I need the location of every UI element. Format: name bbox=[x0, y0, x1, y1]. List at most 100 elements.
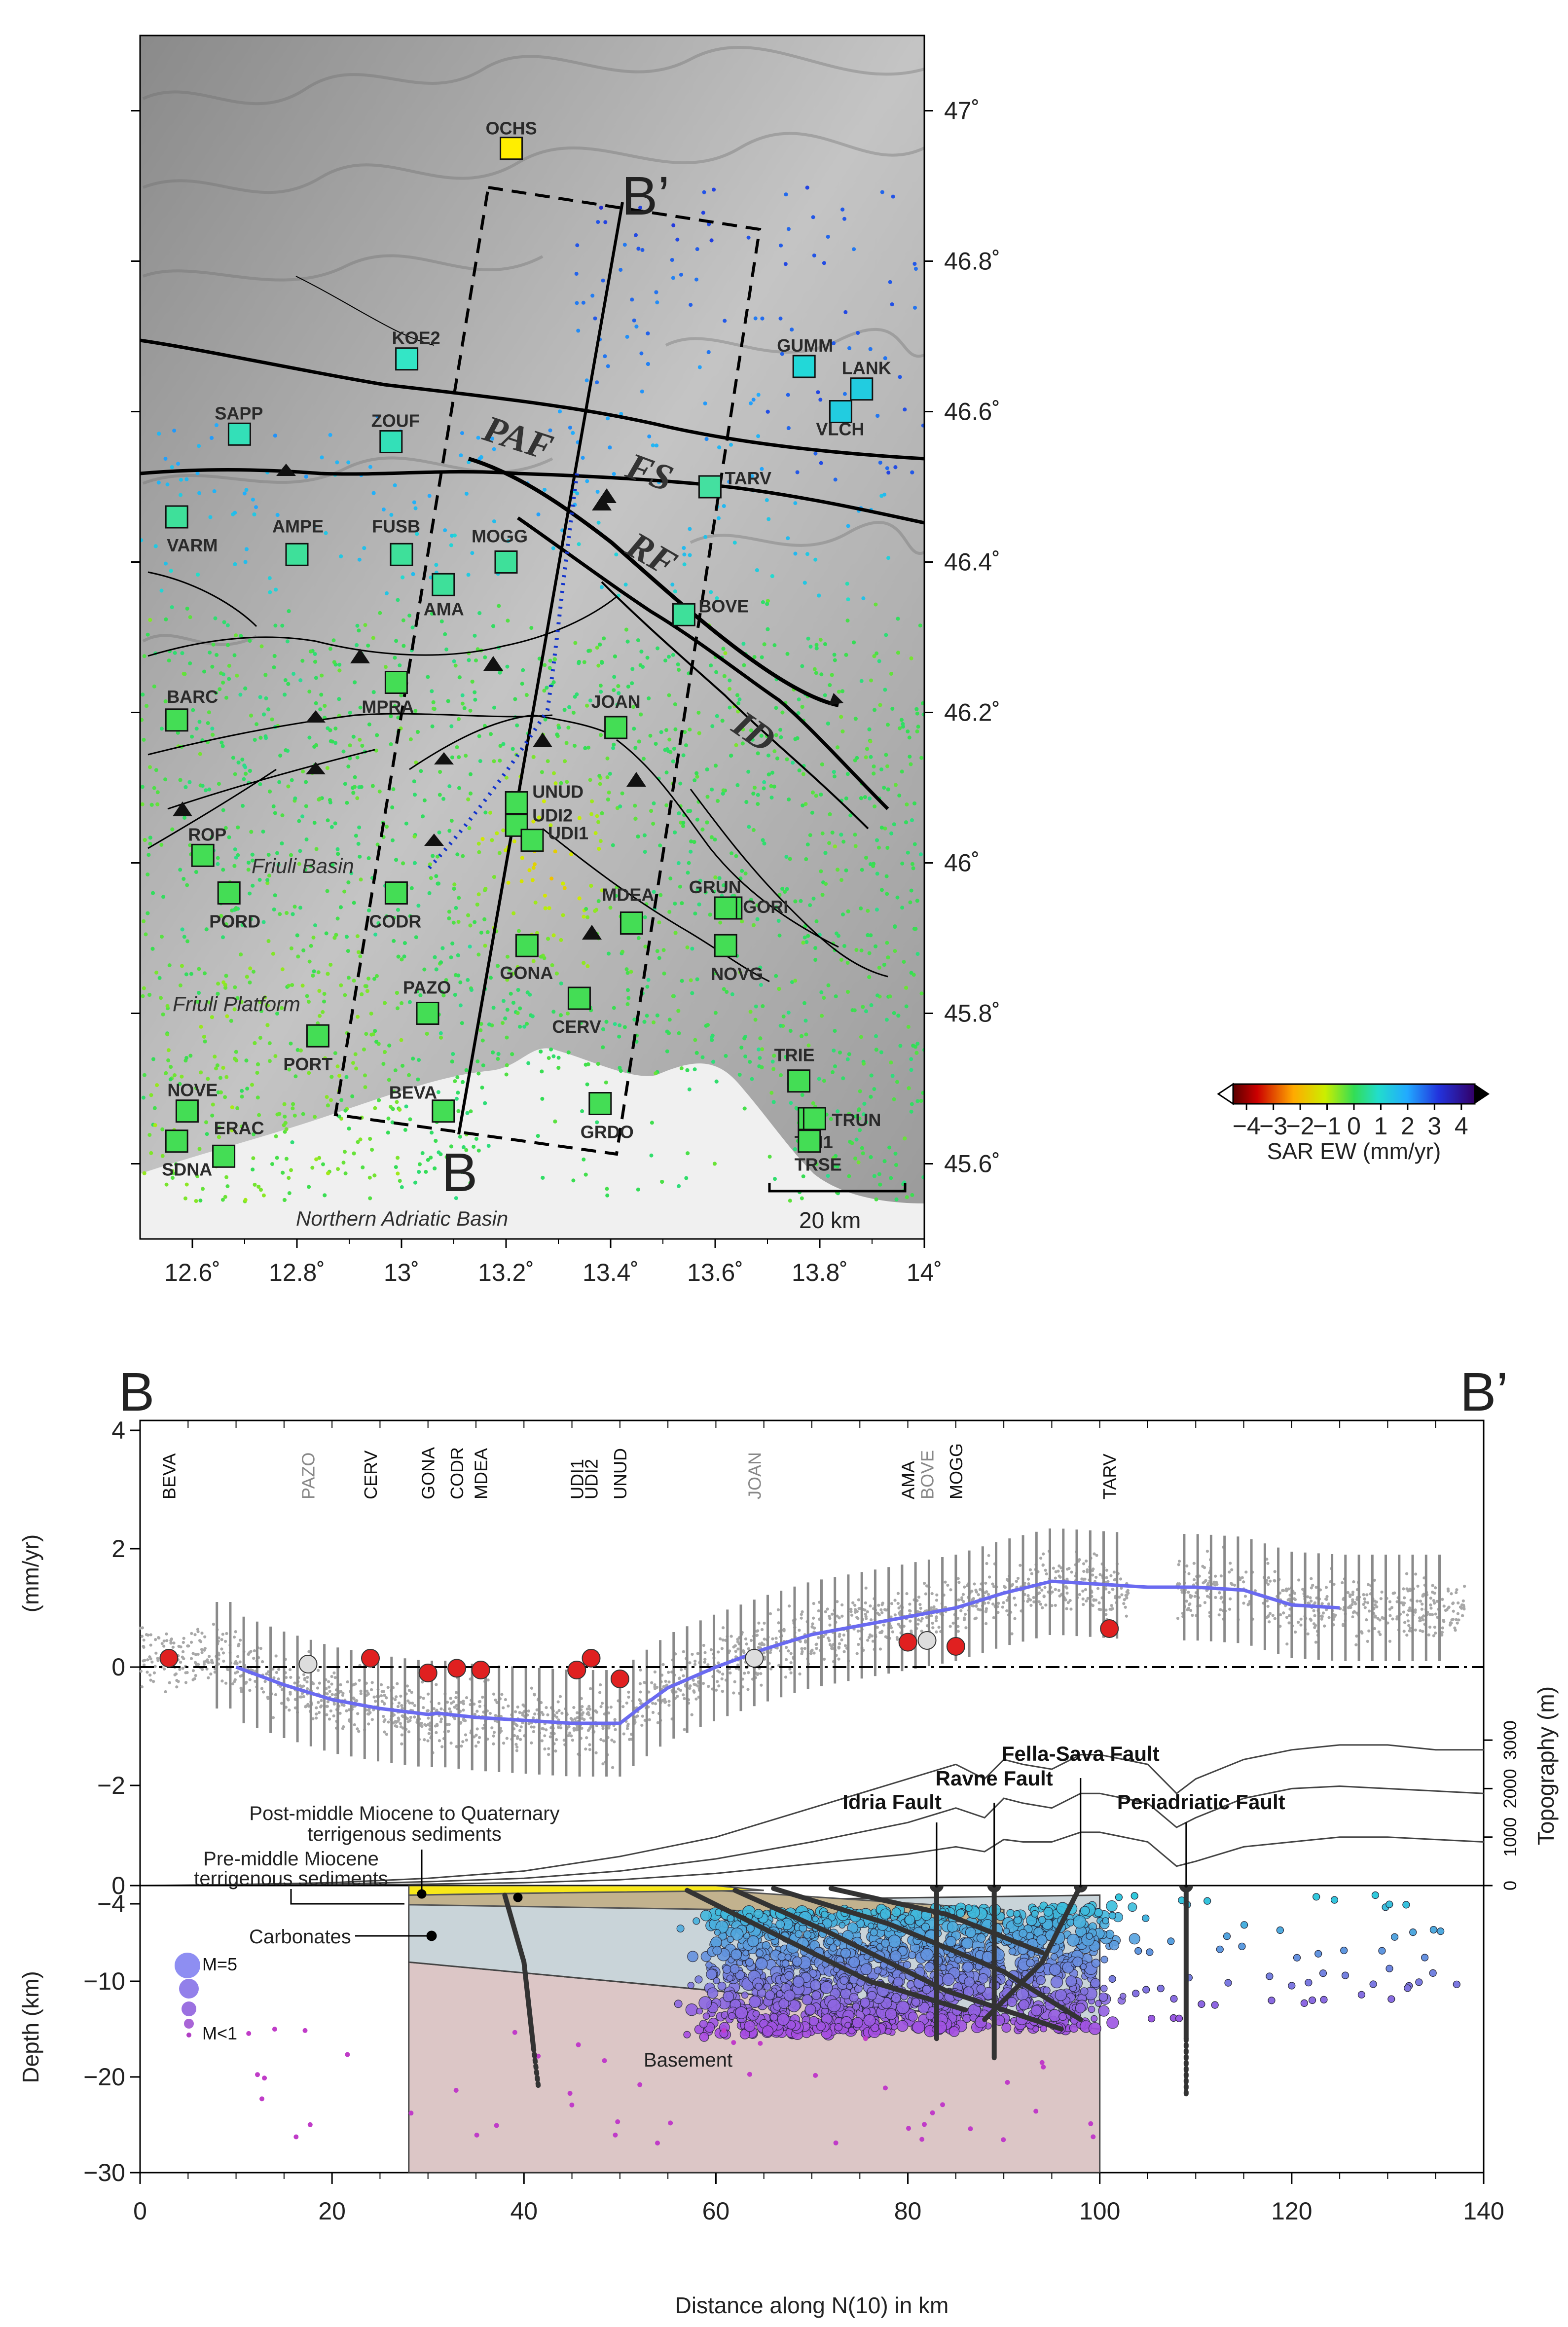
colorbar-ticks: −4−3−2−1 0 1 2 3 4 bbox=[1233, 1104, 1468, 1140]
sar-point bbox=[439, 1035, 443, 1040]
sar-point bbox=[223, 982, 227, 987]
sar-point bbox=[551, 1054, 556, 1058]
sar-point bbox=[473, 697, 477, 702]
sar-point bbox=[243, 1198, 248, 1202]
sar-point bbox=[251, 1156, 255, 1161]
station-marker-barc bbox=[165, 708, 188, 732]
sar-point bbox=[258, 695, 262, 699]
sar-point bbox=[348, 711, 352, 715]
sar-point bbox=[283, 692, 287, 697]
sar-point bbox=[668, 876, 673, 881]
sar-point bbox=[420, 1151, 425, 1155]
station-marker-rop bbox=[191, 843, 215, 867]
sar-point bbox=[207, 710, 211, 715]
sar-point bbox=[412, 500, 416, 505]
sar-point bbox=[352, 979, 356, 983]
sar-point bbox=[460, 1021, 464, 1025]
station-marker-port bbox=[306, 1024, 329, 1048]
sar-point bbox=[861, 596, 866, 601]
sar-point bbox=[353, 775, 357, 779]
sar-point bbox=[304, 780, 308, 784]
sar-point bbox=[155, 802, 160, 806]
sar-point bbox=[444, 647, 449, 652]
sar-point bbox=[748, 1010, 753, 1014]
sar-point bbox=[867, 951, 872, 955]
colorbar-tick-label: −2 bbox=[1286, 1112, 1314, 1140]
sar-point bbox=[650, 1121, 654, 1125]
sar-point bbox=[605, 1193, 610, 1198]
sar-point bbox=[270, 1162, 274, 1166]
sar-point bbox=[330, 863, 335, 867]
sar-point bbox=[703, 535, 708, 539]
sar-point bbox=[343, 782, 347, 786]
sar-point bbox=[220, 1198, 225, 1202]
sar-point bbox=[913, 305, 917, 310]
sar-point bbox=[261, 1193, 266, 1198]
sar-point bbox=[686, 809, 691, 813]
station-label-joan: JOAN bbox=[591, 691, 641, 712]
sar-point bbox=[511, 747, 515, 751]
sar-point bbox=[778, 316, 783, 321]
sar-point bbox=[599, 585, 604, 589]
station-marker-fusb bbox=[390, 543, 413, 566]
sar-point bbox=[593, 909, 597, 913]
sar-point bbox=[910, 1193, 914, 1197]
sar-point bbox=[740, 869, 744, 873]
sar-point bbox=[724, 1054, 728, 1058]
sar-point bbox=[536, 512, 541, 516]
sar-point bbox=[348, 756, 352, 761]
sar-point bbox=[244, 1058, 249, 1063]
sar-point bbox=[383, 1001, 387, 1005]
sar-point bbox=[721, 647, 726, 651]
sar-point bbox=[215, 1063, 219, 1067]
sar-point bbox=[381, 1062, 386, 1066]
sar-point bbox=[524, 693, 529, 697]
sar-point bbox=[346, 976, 351, 980]
sar-point bbox=[289, 1041, 293, 1046]
sar-point bbox=[422, 967, 427, 972]
sar-point bbox=[387, 1043, 392, 1048]
sar-point bbox=[823, 851, 828, 855]
sar-point bbox=[853, 717, 858, 721]
sar-point bbox=[460, 693, 465, 697]
station-marker-novg bbox=[714, 934, 737, 957]
sar-point bbox=[828, 812, 832, 816]
sar-point bbox=[178, 868, 182, 872]
sar-point bbox=[431, 854, 435, 858]
sar-point bbox=[422, 798, 427, 802]
sar-point bbox=[143, 838, 147, 842]
sar-point bbox=[886, 787, 890, 792]
colorbar-tick-label: −3 bbox=[1259, 1112, 1287, 1140]
sar-point bbox=[585, 964, 590, 968]
sar-point bbox=[407, 1073, 411, 1077]
sar-point bbox=[779, 1073, 783, 1077]
sar-point bbox=[714, 764, 718, 768]
sar-point bbox=[505, 664, 510, 669]
sar-point bbox=[333, 1051, 337, 1055]
sar-point bbox=[363, 1073, 367, 1078]
sar-point bbox=[786, 1011, 791, 1015]
sar-point bbox=[160, 1154, 165, 1158]
sar-point bbox=[363, 623, 367, 627]
sar-point bbox=[884, 1018, 889, 1022]
sar-point bbox=[370, 784, 375, 788]
sar-point bbox=[893, 949, 897, 953]
sar-point bbox=[491, 1006, 496, 1010]
sar-point bbox=[210, 436, 214, 440]
sar-point bbox=[864, 755, 868, 760]
sar-point bbox=[801, 941, 805, 945]
sar-point bbox=[373, 932, 378, 937]
sar-point bbox=[889, 1176, 893, 1180]
sar-point bbox=[742, 1036, 747, 1041]
sar-point bbox=[703, 401, 707, 405]
sar-point bbox=[542, 689, 547, 693]
sar-point bbox=[836, 745, 839, 750]
sar-point bbox=[771, 1067, 776, 1071]
sar-point bbox=[597, 847, 601, 851]
sar-point bbox=[869, 1155, 873, 1160]
sar-point bbox=[249, 713, 253, 718]
sar-point bbox=[797, 697, 801, 702]
sar-point bbox=[515, 1011, 520, 1015]
sar-point bbox=[230, 1105, 234, 1110]
sar-point bbox=[882, 963, 886, 967]
